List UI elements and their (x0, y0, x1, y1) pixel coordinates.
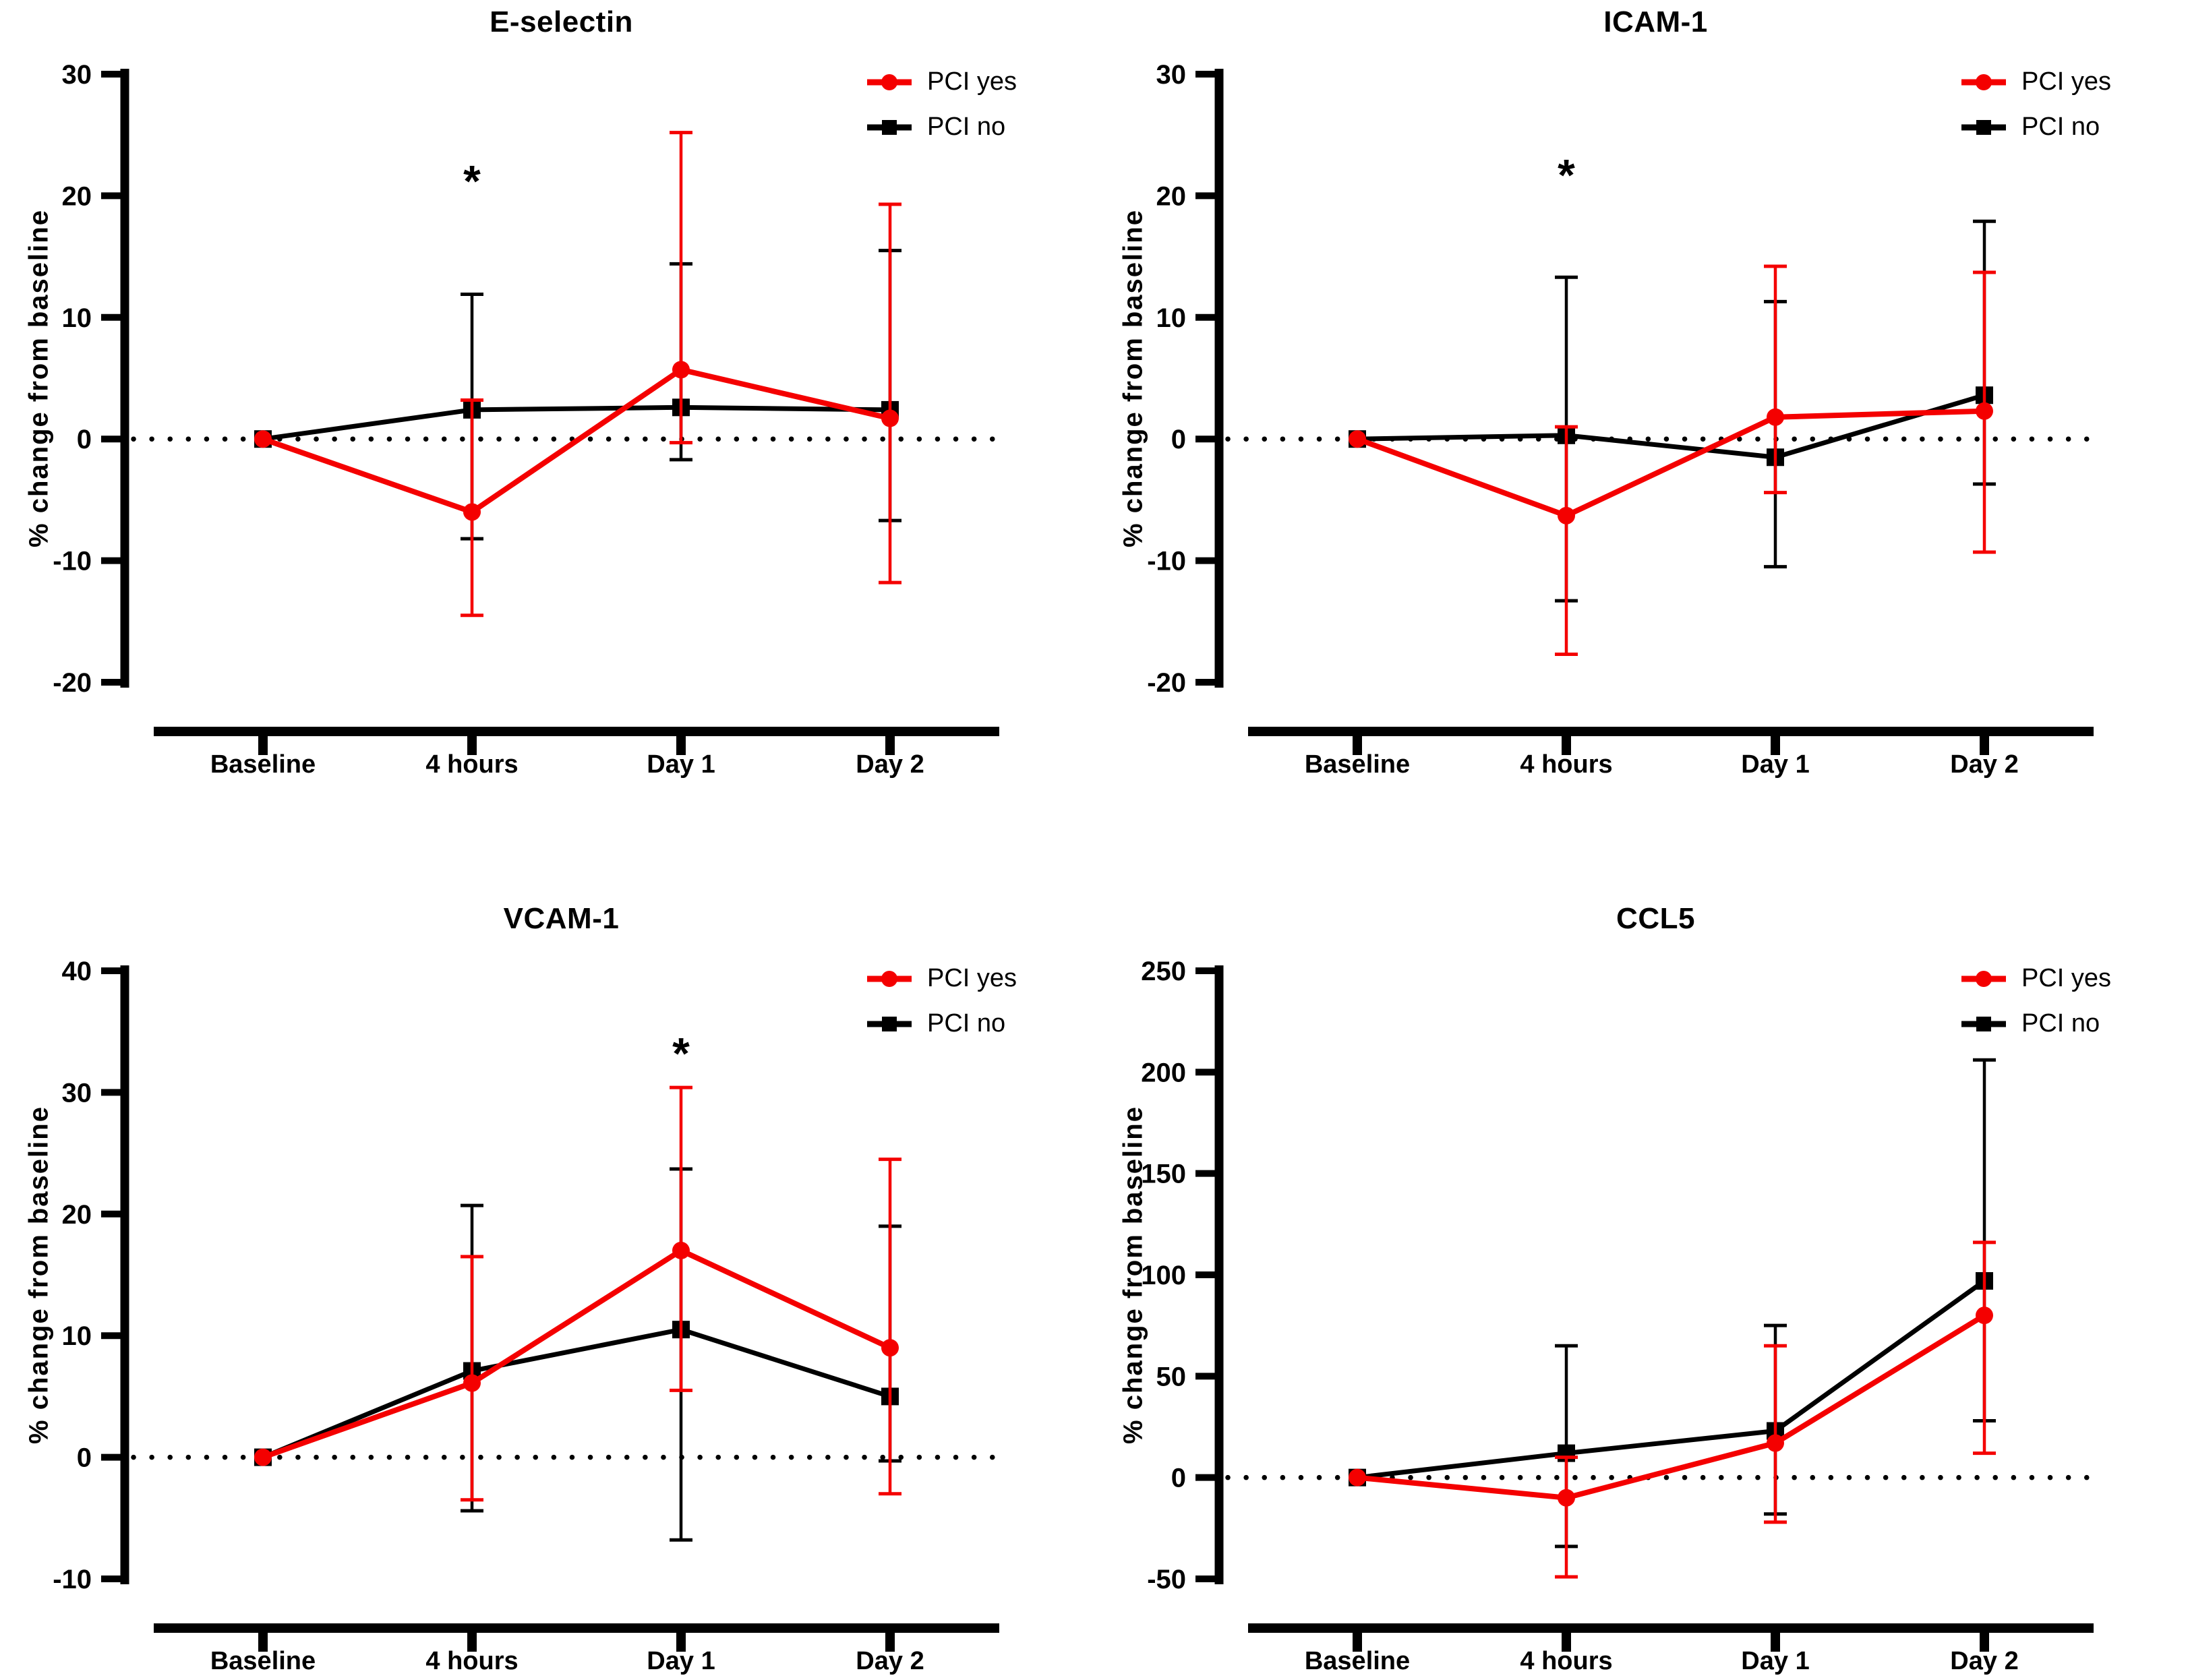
legend-label-pci-no: PCI no (927, 1009, 1006, 1038)
svg-text:30: 30 (62, 60, 92, 90)
svg-text:20: 20 (1156, 181, 1187, 211)
legend-marker-pci-no-icon (1961, 1016, 2006, 1031)
svg-text:200: 200 (1141, 1058, 1186, 1087)
plot-area-vcam-1: 40 30 20 10 0 -10 Baseline 4 hours Day 1 Day 2 * (53, 957, 1001, 1675)
chart-title-vcam-1: VCAM-1 (503, 902, 620, 935)
svg-text:Baseline: Baseline (210, 750, 316, 779)
svg-text:0: 0 (1171, 1464, 1186, 1493)
svg-text:-50: -50 (1147, 1565, 1186, 1594)
svg-text:*: * (1558, 150, 1575, 200)
panel-e-selectin: E-selectin % change from baseline 30 20 10… (0, 0, 1094, 796)
legend: PCI yes PCI no (1959, 964, 2111, 1038)
svg-text:20: 20 (62, 1200, 92, 1230)
panel-vcam-1: VCAM-1 % change from baseline 40 30 20 10 0-… (0, 897, 1094, 1680)
svg-text:-20: -20 (1147, 668, 1186, 698)
svg-text:0: 0 (1171, 425, 1186, 454)
svg-text:Baseline: Baseline (1305, 1647, 1410, 1675)
svg-text:Day 2: Day 2 (1950, 1647, 2018, 1675)
legend: PCI yes PCI no (865, 964, 1017, 1038)
svg-text:-10: -10 (1147, 547, 1186, 576)
legend-marker-pci-no-icon (867, 1016, 912, 1031)
svg-text:150: 150 (1141, 1160, 1186, 1189)
legend-label-pci-no: PCI no (2021, 1009, 2100, 1038)
legend-marker-pci-yes-icon (867, 73, 912, 90)
chart-title-ccl5: CCL5 (1616, 902, 1695, 935)
legend-item-pci-yes: PCI yes (1959, 964, 2111, 993)
legend-item-pci-yes: PCI yes (865, 964, 1017, 993)
svg-text:Day 2: Day 2 (856, 1647, 924, 1675)
svg-text:*: * (463, 156, 481, 206)
svg-text:4 hours: 4 hours (1520, 750, 1612, 779)
legend-item-pci-no: PCI no (865, 1009, 1017, 1038)
svg-text:10: 10 (62, 303, 92, 333)
legend-label-pci-yes: PCI yes (927, 964, 1017, 992)
legend-item-pci-no: PCI no (1959, 1009, 2111, 1038)
svg-text:10: 10 (62, 1321, 92, 1351)
svg-text:Day 1: Day 1 (1741, 750, 1809, 779)
svg-text:Baseline: Baseline (1305, 750, 1410, 779)
svg-text:Day 1: Day 1 (647, 750, 715, 779)
svg-text:Day 1: Day 1 (1741, 1647, 1809, 1675)
svg-text:30: 30 (1156, 60, 1187, 90)
svg-text:*: * (672, 1028, 690, 1078)
plot-area-icam-1: 30 20 10 0 -10 -20 Baseline 4 hours Day 1 Day 2 * (1147, 60, 2095, 779)
legend-marker-pci-no-icon (867, 119, 912, 135)
legend-marker-pci-yes-icon (867, 970, 912, 987)
panel-ccl5: CCL5 % change from baseline 250 200 150 100… (1094, 897, 2188, 1680)
svg-text:0: 0 (77, 425, 92, 454)
legend-label-pci-no: PCI no (927, 113, 1006, 141)
legend-label-pci-yes: PCI yes (927, 67, 1017, 96)
legend-marker-pci-no-icon (1961, 119, 2006, 135)
svg-text:40: 40 (62, 957, 92, 986)
svg-text:4 hours: 4 hours (1520, 1647, 1612, 1675)
svg-text:Day 2: Day 2 (1950, 750, 2018, 779)
legend-marker-pci-yes-icon (1961, 73, 2006, 90)
svg-text:250: 250 (1141, 957, 1186, 986)
svg-text:-20: -20 (53, 668, 92, 698)
svg-text:4 hours: 4 hours (425, 1647, 518, 1675)
svg-text:50: 50 (1156, 1362, 1187, 1391)
chart-title-icam-1: ICAM-1 (1603, 5, 1708, 38)
plot-area-ccl5: 250 200 150 100 50 0 -50 Baseline 4 hours Day 1 Da… (1141, 957, 2095, 1675)
svg-text:20: 20 (62, 181, 92, 211)
legend-label-pci-yes: PCI yes (2021, 964, 2112, 992)
plot-area-e-selectin: 30 20 10 0 -10 -20 Baseline 4 hours Day 1 Day 2 * (53, 60, 1001, 779)
svg-text:0: 0 (77, 1443, 92, 1473)
svg-text:Day 2: Day 2 (856, 750, 924, 779)
svg-text:4 hours: 4 hours (425, 750, 518, 779)
chart-title-e-selectin: E-selectin (490, 5, 633, 38)
legend: PCI yes PCI no (865, 67, 1017, 142)
legend-item-pci-yes: PCI yes (865, 67, 1017, 96)
svg-text:Baseline: Baseline (210, 1647, 316, 1675)
legend: PCI yes PCI no (1959, 67, 2111, 142)
legend-item-pci-no: PCI no (1959, 113, 2111, 142)
svg-text:-10: -10 (53, 547, 92, 576)
legend-label-pci-yes: PCI yes (2021, 67, 2112, 96)
panel-icam-1: ICAM-1 % change from baseline 30 20 10 0 -10… (1094, 0, 2188, 796)
svg-text:100: 100 (1141, 1261, 1186, 1290)
svg-text:Day 1: Day 1 (647, 1647, 715, 1675)
svg-text:-10: -10 (53, 1565, 92, 1594)
svg-text:10: 10 (1156, 303, 1187, 333)
legend-label-pci-no: PCI no (2021, 113, 2100, 141)
legend-item-pci-no: PCI no (865, 113, 1017, 142)
legend-item-pci-yes: PCI yes (1959, 67, 2111, 96)
legend-marker-pci-yes-icon (1961, 970, 2006, 987)
svg-text:30: 30 (62, 1078, 92, 1108)
